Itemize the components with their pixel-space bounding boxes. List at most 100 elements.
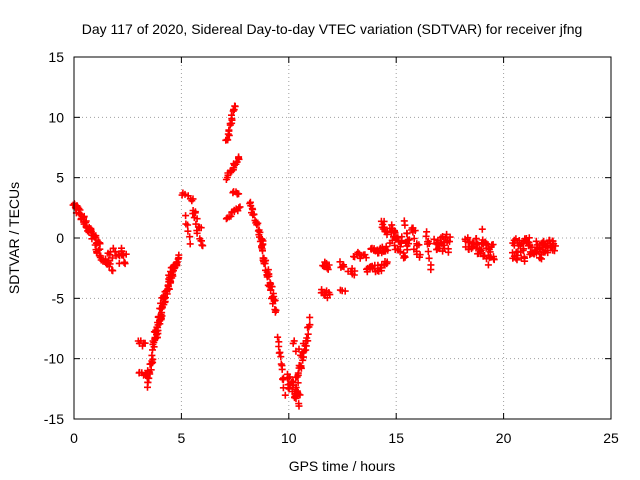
data-point [235, 155, 243, 163]
data-point [236, 203, 244, 211]
data-cluster [256, 237, 280, 316]
x-tick-label: 10 [281, 430, 297, 446]
data-point [225, 126, 233, 134]
data-point [175, 254, 183, 262]
data-point [490, 256, 498, 264]
data-point [291, 390, 299, 398]
data-point [306, 321, 314, 329]
data-point [181, 190, 189, 198]
data-point [278, 365, 286, 373]
data-cluster [367, 243, 392, 257]
data-point [121, 260, 129, 268]
data-point [262, 257, 269, 264]
data-point [403, 230, 411, 238]
data-point [415, 241, 423, 249]
data-point [197, 224, 205, 232]
data-point [254, 219, 262, 227]
data-point [551, 247, 558, 255]
data-point [147, 366, 155, 374]
data-point [532, 249, 540, 257]
data-point [141, 339, 149, 347]
y-tick-label: 15 [48, 49, 64, 65]
grid-lines [74, 57, 611, 419]
data-point [191, 209, 199, 217]
data-point [383, 231, 391, 238]
data-point [275, 349, 283, 357]
data-point [228, 115, 236, 123]
data-cluster [386, 221, 411, 262]
data-point [281, 391, 289, 399]
data-point [182, 212, 190, 220]
data-cluster [336, 286, 349, 295]
data-point [382, 243, 390, 251]
data-point [324, 265, 332, 273]
data-point [425, 254, 433, 262]
data-cluster [134, 337, 149, 350]
data-point [295, 402, 303, 410]
data-point [403, 246, 411, 254]
data-cluster [222, 153, 243, 183]
data-cluster [274, 333, 289, 399]
data-cluster [350, 248, 370, 262]
data-point [384, 246, 392, 254]
data-point [383, 260, 391, 268]
data-cluster [461, 234, 482, 253]
data-point [482, 244, 490, 252]
data-point [477, 246, 485, 254]
data-cluster [538, 236, 559, 257]
x-tick-labels: 0 5 10 15 20 25 [70, 430, 619, 446]
chart-title: Day 117 of 2020, Sidereal Day-to-day VTE… [82, 21, 583, 37]
x-tick-label: 15 [388, 430, 404, 446]
data-point [145, 374, 153, 382]
data-point [294, 371, 302, 379]
data-point [184, 227, 192, 235]
data-point [521, 254, 529, 262]
data-point [227, 212, 235, 220]
data-point [290, 337, 298, 345]
data-point [186, 240, 194, 248]
data-point [472, 235, 480, 242]
data-point [235, 190, 243, 198]
data-point [275, 343, 283, 350]
data-point [424, 248, 432, 255]
x-axis-label: GPS time / hours [289, 458, 396, 474]
data-point [274, 333, 282, 341]
data-point [473, 241, 481, 249]
data-cluster [319, 258, 333, 273]
data-point [398, 233, 406, 241]
data-point [109, 267, 117, 275]
data-cluster [289, 337, 306, 361]
data-point [150, 339, 158, 346]
data-point [401, 221, 409, 229]
data-point [481, 238, 489, 246]
data-point [478, 225, 486, 233]
data-point [351, 267, 359, 275]
data-point [514, 251, 522, 259]
data-point [391, 229, 399, 237]
data-point [388, 221, 396, 229]
data-point [304, 330, 312, 338]
x-tick-label: 5 [178, 430, 186, 446]
data-point [119, 252, 127, 259]
data-point [326, 291, 334, 299]
data-point [272, 306, 280, 314]
y-tick-label: 5 [56, 170, 64, 186]
data-point [484, 261, 492, 269]
data-point [246, 198, 254, 206]
data-point [259, 247, 266, 255]
y-tick-labels: -15 -10 -5 0 5 10 15 [44, 49, 64, 427]
data-point [197, 237, 205, 245]
data-point [277, 353, 285, 361]
data-point [362, 254, 370, 262]
data-cluster [222, 102, 239, 144]
data-point [427, 266, 435, 274]
data-point [423, 228, 431, 236]
data-cluster [363, 258, 391, 276]
data-points [69, 102, 559, 410]
data-point [297, 363, 305, 371]
data-cluster [344, 265, 359, 279]
y-axis-label: SDTVAR / TECUs [6, 182, 22, 294]
data-point [444, 248, 452, 256]
data-point [259, 241, 267, 249]
